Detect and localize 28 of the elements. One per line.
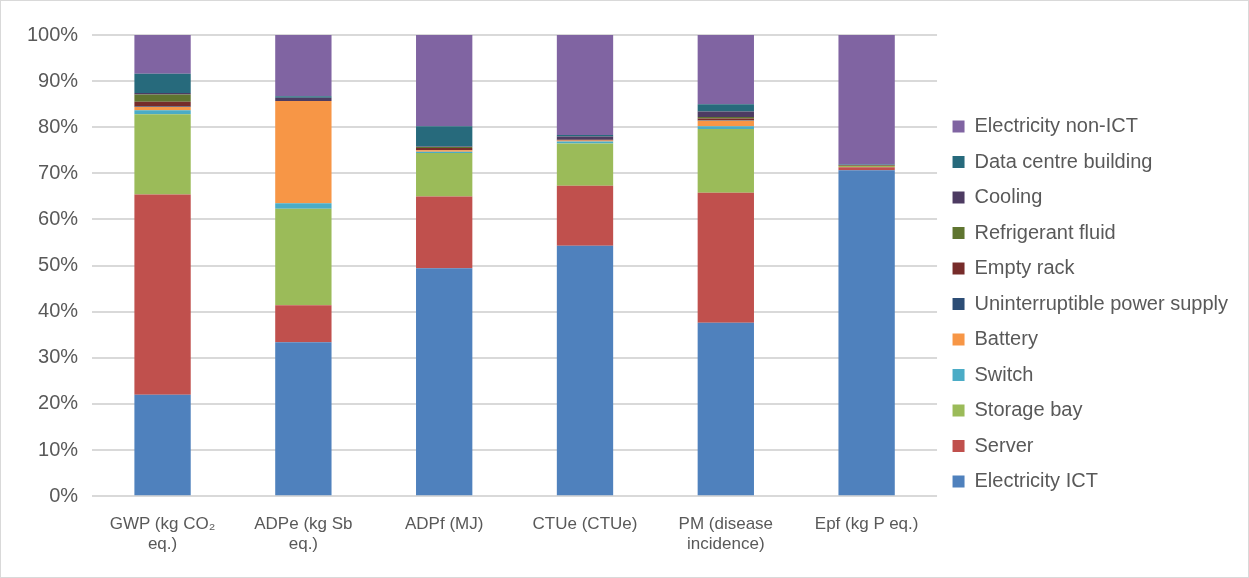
y-tick-label: 0% bbox=[49, 483, 79, 506]
legend-label: Cooling bbox=[974, 185, 1043, 208]
y-tick-label: 20% bbox=[38, 391, 79, 414]
legend-label: Switch bbox=[974, 362, 1034, 385]
y-tick-label: 60% bbox=[38, 207, 79, 229]
y-tick-label: 90% bbox=[38, 68, 79, 91]
y-tick-label: 40% bbox=[38, 299, 79, 322]
y-tick-label: 50% bbox=[38, 253, 79, 276]
legend-label: Refrigerant fluid bbox=[974, 220, 1116, 243]
y-tick-label: 30% bbox=[38, 345, 79, 368]
y-tick-label: 100% bbox=[27, 22, 79, 45]
x-tick-label: ADPf (MJ) bbox=[404, 514, 484, 534]
legend-label: Server bbox=[974, 433, 1034, 456]
y-tick-label: 70% bbox=[38, 160, 79, 183]
x-tick-label: PM (disease incidence) bbox=[678, 514, 774, 554]
legend-label: Electricity ICT bbox=[974, 469, 1098, 492]
legend-label: Electricity non-ICT bbox=[974, 114, 1138, 137]
legend-label: Uninterruptible power supply bbox=[974, 291, 1228, 314]
y-tick-label: 10% bbox=[38, 437, 79, 460]
x-tick-label: ADPe (kg Sb eq.) bbox=[254, 514, 353, 554]
legend-label: Battery bbox=[974, 327, 1038, 350]
x-tick-label: GWP (kg CO₂ eq.) bbox=[109, 514, 216, 554]
y-tick-label: 80% bbox=[38, 114, 79, 137]
x-tick-label: Epf (kg P eq.) bbox=[814, 514, 919, 534]
legend-label: Storage bay bbox=[974, 398, 1083, 421]
legend-label: Empty rack bbox=[974, 256, 1076, 279]
x-tick-label: CTUe (CTUe) bbox=[532, 514, 638, 534]
legend-label: Data centre building bbox=[974, 149, 1153, 172]
